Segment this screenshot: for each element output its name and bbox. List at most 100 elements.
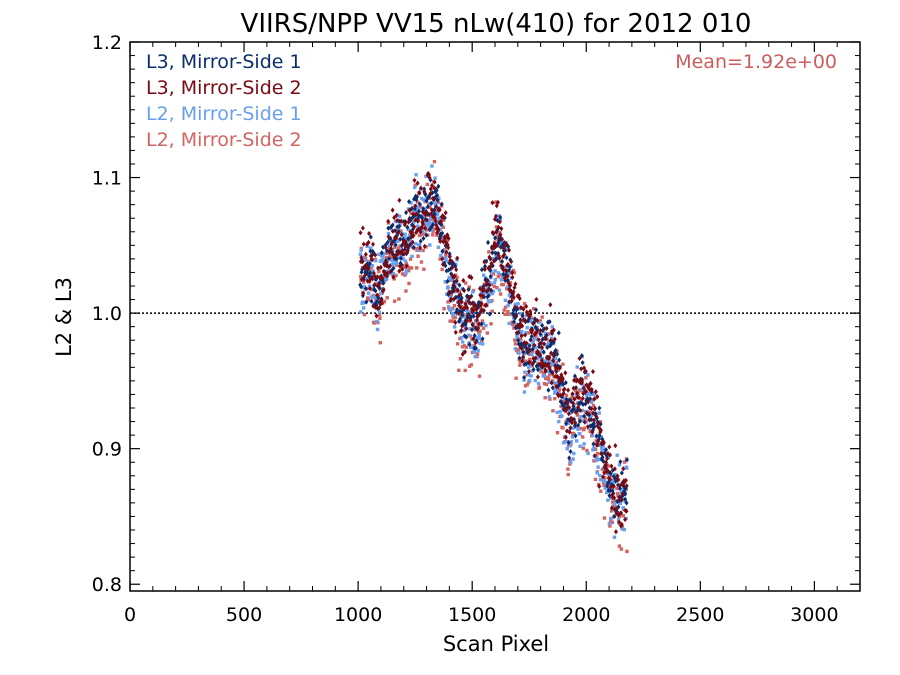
data-point bbox=[368, 253, 373, 259]
data-point bbox=[619, 497, 624, 503]
y-tick-label: 1.2 bbox=[92, 32, 122, 54]
data-point bbox=[367, 278, 372, 284]
data-point bbox=[566, 421, 570, 426]
data-point bbox=[551, 409, 555, 413]
data-point bbox=[420, 232, 425, 236]
data-point bbox=[613, 498, 617, 503]
data-point bbox=[506, 312, 511, 317]
data-point bbox=[540, 315, 544, 319]
data-point bbox=[494, 225, 499, 229]
data-point bbox=[390, 258, 394, 263]
data-point bbox=[596, 465, 600, 469]
data-point bbox=[387, 263, 392, 269]
data-point bbox=[431, 196, 436, 203]
data-point bbox=[480, 336, 485, 342]
data-point bbox=[422, 188, 427, 195]
data-point bbox=[624, 500, 629, 506]
data-point bbox=[527, 343, 532, 349]
data-point bbox=[511, 268, 516, 273]
data-point bbox=[593, 447, 598, 452]
data-point bbox=[622, 507, 626, 512]
data-point bbox=[574, 376, 579, 383]
data-point bbox=[548, 397, 552, 401]
data-point bbox=[532, 336, 537, 341]
data-point bbox=[625, 466, 629, 470]
data-point bbox=[528, 363, 533, 368]
x-tick-label: 0 bbox=[124, 604, 136, 626]
data-point bbox=[592, 453, 597, 459]
data-point bbox=[362, 284, 366, 289]
data-point bbox=[547, 341, 551, 345]
data-point bbox=[535, 317, 540, 324]
data-point bbox=[582, 383, 587, 388]
data-point bbox=[458, 291, 463, 298]
data-point bbox=[361, 306, 366, 310]
data-point bbox=[569, 440, 574, 444]
data-point bbox=[490, 257, 495, 261]
data-point bbox=[522, 378, 526, 382]
data-point bbox=[372, 273, 377, 279]
data-point bbox=[453, 315, 458, 320]
data-point bbox=[568, 443, 572, 448]
data-point bbox=[498, 232, 503, 238]
data-point bbox=[612, 495, 617, 501]
data-point bbox=[414, 173, 418, 177]
data-point bbox=[395, 217, 400, 224]
plot-area: 0 500 1000 1500 2000 2500 3000 0.8 0.9 1.0 1.1 1.2 bbox=[92, 32, 861, 626]
data-point bbox=[377, 313, 382, 317]
data-point bbox=[599, 489, 603, 493]
data-point bbox=[446, 300, 450, 304]
data-point bbox=[573, 388, 578, 393]
data-point bbox=[417, 243, 422, 247]
data-point bbox=[423, 206, 427, 211]
data-point bbox=[517, 325, 522, 331]
data-point bbox=[404, 209, 409, 216]
data-point bbox=[374, 313, 379, 319]
data-point bbox=[540, 322, 545, 328]
data-point bbox=[468, 317, 473, 324]
data-point bbox=[400, 272, 405, 276]
data-point bbox=[439, 218, 444, 224]
data-point bbox=[570, 426, 575, 430]
data-point bbox=[360, 293, 365, 299]
data-point bbox=[358, 230, 363, 236]
data-point bbox=[578, 432, 582, 436]
data-point bbox=[503, 298, 508, 303]
data-point bbox=[476, 302, 481, 309]
data-point bbox=[362, 264, 367, 270]
data-point bbox=[551, 358, 556, 364]
data-point bbox=[615, 453, 619, 457]
data-point bbox=[596, 438, 601, 444]
data-point bbox=[556, 374, 561, 381]
data-point bbox=[567, 397, 572, 403]
data-point bbox=[601, 440, 606, 446]
data-point bbox=[488, 256, 493, 262]
data-point bbox=[470, 337, 474, 342]
data-point bbox=[533, 324, 538, 330]
data-point bbox=[557, 419, 561, 424]
data-point bbox=[601, 474, 606, 480]
data-point bbox=[608, 488, 613, 494]
data-point bbox=[422, 232, 427, 236]
data-point bbox=[610, 500, 615, 504]
data-point bbox=[531, 307, 536, 311]
data-point bbox=[601, 444, 605, 448]
data-point bbox=[407, 198, 412, 205]
data-point bbox=[359, 284, 364, 290]
data-point bbox=[463, 368, 467, 373]
data-point bbox=[475, 325, 480, 331]
data-point bbox=[433, 201, 438, 205]
data-point bbox=[564, 396, 569, 403]
data-point bbox=[577, 417, 582, 421]
data-point bbox=[544, 382, 548, 387]
data-point bbox=[499, 226, 504, 232]
data-point bbox=[549, 380, 554, 386]
data-point bbox=[590, 433, 595, 437]
data-point bbox=[589, 429, 593, 433]
data-point bbox=[584, 388, 589, 395]
data-point bbox=[514, 330, 519, 336]
data-point bbox=[544, 359, 548, 363]
data-point bbox=[506, 309, 510, 314]
data-point bbox=[404, 289, 408, 293]
data-point bbox=[438, 257, 442, 261]
